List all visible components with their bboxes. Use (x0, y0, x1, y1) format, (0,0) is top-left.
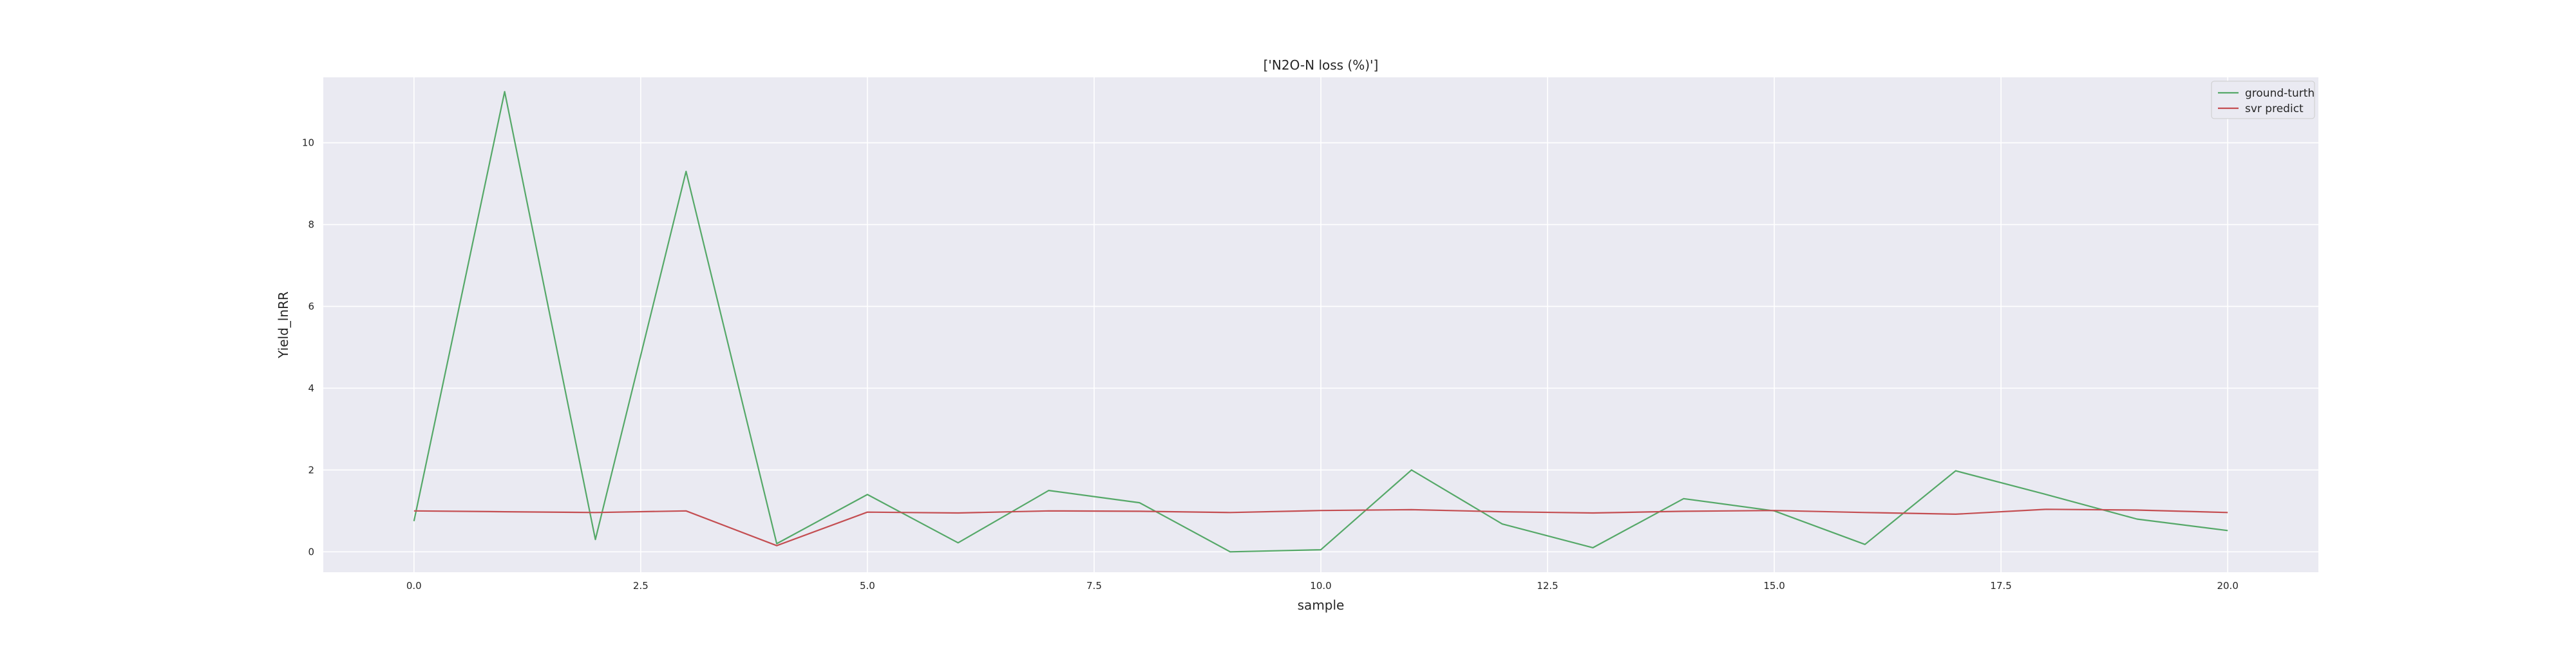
legend-items: ground-turth svr predict (2218, 87, 2315, 115)
grid-lines (323, 77, 2318, 572)
x-tick-label: 0.0 (406, 580, 422, 592)
y-tick-label: 8 (308, 218, 314, 230)
series-line-ground-turth (413, 91, 2228, 553)
x-tick-label: 15.0 (1763, 580, 1785, 592)
legend-label: ground-turth (2245, 87, 2315, 100)
legend-box (2211, 81, 2315, 119)
x-tick-label: 20.0 (2217, 580, 2238, 592)
series-line-svr-predict (413, 508, 2228, 546)
x-tick-label: 2.5 (633, 580, 649, 592)
y-tick-label: 2 (308, 464, 314, 476)
legend: ground-turth svr predict (2211, 81, 2315, 119)
y-tick-label: 6 (308, 300, 314, 312)
x-tick-label: 17.5 (1990, 580, 2011, 592)
y-axis-label: Yield_lnRR (276, 291, 291, 359)
x-axis-label: sample (1298, 597, 1345, 613)
x-tick-label: 10.0 (1310, 580, 1331, 592)
x-tick-label: 12.5 (1537, 580, 1558, 592)
y-tick-label: 0 (308, 546, 314, 557)
x-tick-label: 7.5 (1086, 580, 1102, 592)
legend-label: svr predict (2245, 102, 2304, 115)
tick-labels: 0.0 2.5 5.0 7.5 10.0 12.5 15.0 17.5 20.0 0 2 4 6 8 10 (302, 137, 2239, 592)
y-tick-label: 4 (308, 382, 314, 394)
x-tick-label: 5.0 (860, 580, 875, 592)
y-tick-label: 10 (302, 137, 314, 149)
series-lines (413, 91, 2228, 553)
chart-title: ['N2O-N loss (%)'] (1264, 57, 1379, 73)
